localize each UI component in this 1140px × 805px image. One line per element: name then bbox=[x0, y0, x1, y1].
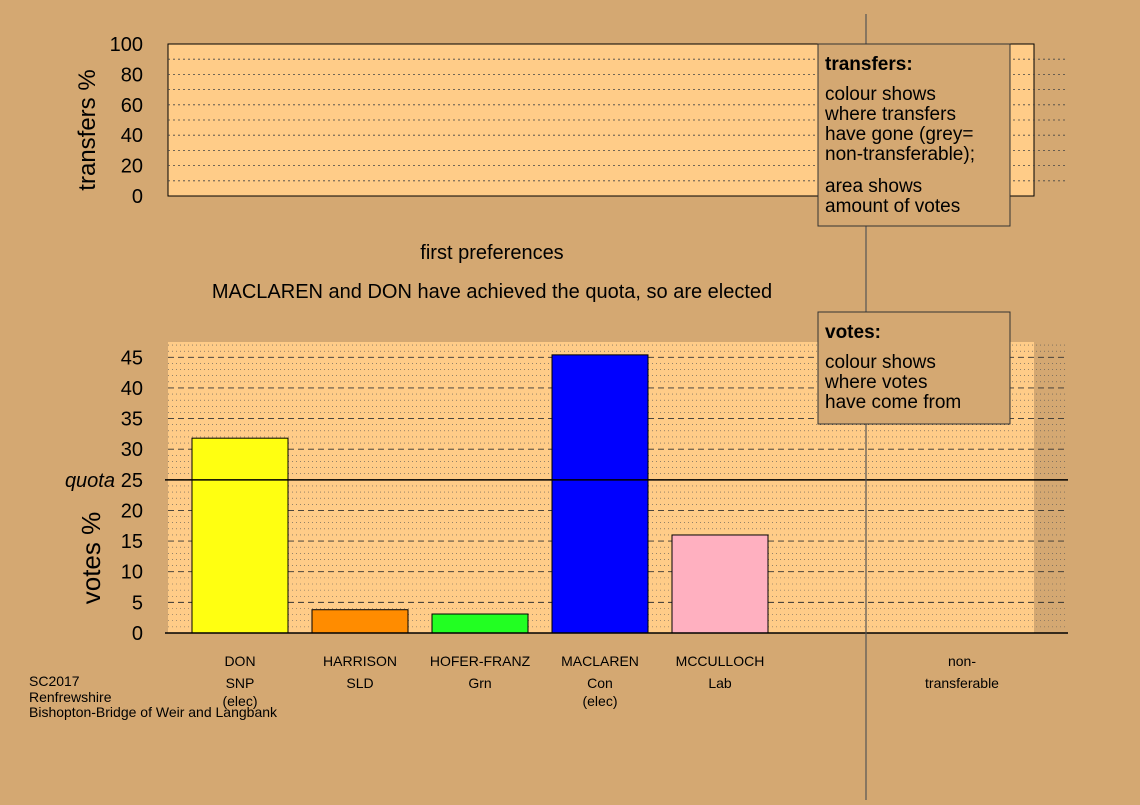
transfers-y-tick-label: 20 bbox=[121, 156, 143, 178]
votes-legend-line: have come from bbox=[825, 392, 961, 413]
footer-council: Renfrewshire bbox=[29, 689, 112, 705]
x-tick-candidate-name: DON bbox=[224, 653, 255, 669]
x-tick-party: Grn bbox=[468, 675, 491, 691]
votes-y-tick-label: 35 bbox=[121, 409, 143, 431]
votes-chart-title: MACLAREN and DON have achieved the quota… bbox=[212, 281, 772, 303]
bar-mcculloch bbox=[671, 534, 769, 634]
transfers-y-tick-label: 0 bbox=[132, 186, 143, 208]
transfers-legend-line: non-transferable); bbox=[825, 144, 975, 165]
votes-legend-title: votes: bbox=[825, 322, 881, 343]
bar-don bbox=[191, 437, 289, 634]
votes-y-tick-label: 40 bbox=[121, 378, 143, 400]
transfers-y-tick-label: 60 bbox=[121, 95, 143, 117]
votes-legend-box bbox=[817, 311, 1011, 425]
votes-y-tick-label: 45 bbox=[121, 347, 143, 369]
votes-y-tick-label: 5 bbox=[132, 592, 143, 614]
nontransferable-label-line1: non- bbox=[948, 653, 976, 669]
nontransferable-label-line2: transferable bbox=[925, 675, 999, 691]
footer-ward: Bishopton-Bridge of Weir and Langbank bbox=[29, 704, 278, 720]
x-tick-candidate-name: HARRISON bbox=[323, 653, 397, 669]
transfers-y-tick-label: 40 bbox=[121, 125, 143, 147]
transfers-legend-line: amount of votes bbox=[825, 196, 960, 217]
transfers-y-axis-label: transfers % bbox=[74, 69, 101, 190]
votes-y-tick-label: 30 bbox=[121, 439, 143, 461]
bar-harrison bbox=[311, 609, 409, 634]
votes-y-axis-label: votes % bbox=[76, 512, 106, 605]
transfers-legend-line: where transfers bbox=[824, 104, 956, 125]
votes-y-tick-label: 10 bbox=[121, 562, 143, 584]
x-tick-elected-note: (elec) bbox=[582, 693, 617, 709]
votes-legend-line: colour shows bbox=[825, 352, 936, 373]
x-tick-elected-note: (elec) bbox=[222, 693, 257, 709]
transfers-legend-title: transfers: bbox=[825, 54, 913, 75]
x-tick-party: SLD bbox=[346, 675, 373, 691]
transfers-legend: transfers: colour shows where transfers … bbox=[817, 43, 1011, 227]
x-tick-party: Con bbox=[587, 675, 613, 691]
transfers-caption: first preferences bbox=[420, 242, 563, 264]
transfers-legend-box bbox=[817, 43, 1011, 227]
transfers-y-tick-label: 100 bbox=[110, 34, 143, 56]
quota-label: quota bbox=[65, 470, 115, 492]
footer: SC2017 Renfrewshire Bishopton-Bridge of … bbox=[29, 673, 278, 720]
votes-y-tick-label: 20 bbox=[121, 500, 143, 522]
votes-legend-line: where votes bbox=[824, 372, 927, 393]
x-tick-party: SNP bbox=[226, 675, 255, 691]
votes-legend: votes: colour shows where votes have com… bbox=[817, 311, 1011, 425]
transfers-legend-line: colour shows bbox=[825, 84, 936, 105]
x-tick-candidate-name: MACLAREN bbox=[561, 653, 639, 669]
bar-maclaren bbox=[551, 354, 649, 634]
transfers-legend-line: have gone (grey= bbox=[825, 124, 973, 145]
bar-hofer-franz bbox=[431, 613, 529, 634]
transfers-legend-line: area shows bbox=[825, 176, 922, 197]
votes-y-tick-label: 0 bbox=[132, 623, 143, 645]
transfers-y-tick-label: 80 bbox=[121, 64, 143, 86]
x-tick-candidate-name: HOFER-FRANZ bbox=[430, 653, 531, 669]
x-tick-party: Lab bbox=[708, 675, 732, 691]
votes-y-tick-label: 15 bbox=[121, 531, 143, 553]
x-tick-candidate-name: MCCULLOCH bbox=[676, 653, 765, 669]
votes-y-tick-label: 25 bbox=[121, 470, 143, 492]
footer-election: SC2017 bbox=[29, 673, 80, 689]
